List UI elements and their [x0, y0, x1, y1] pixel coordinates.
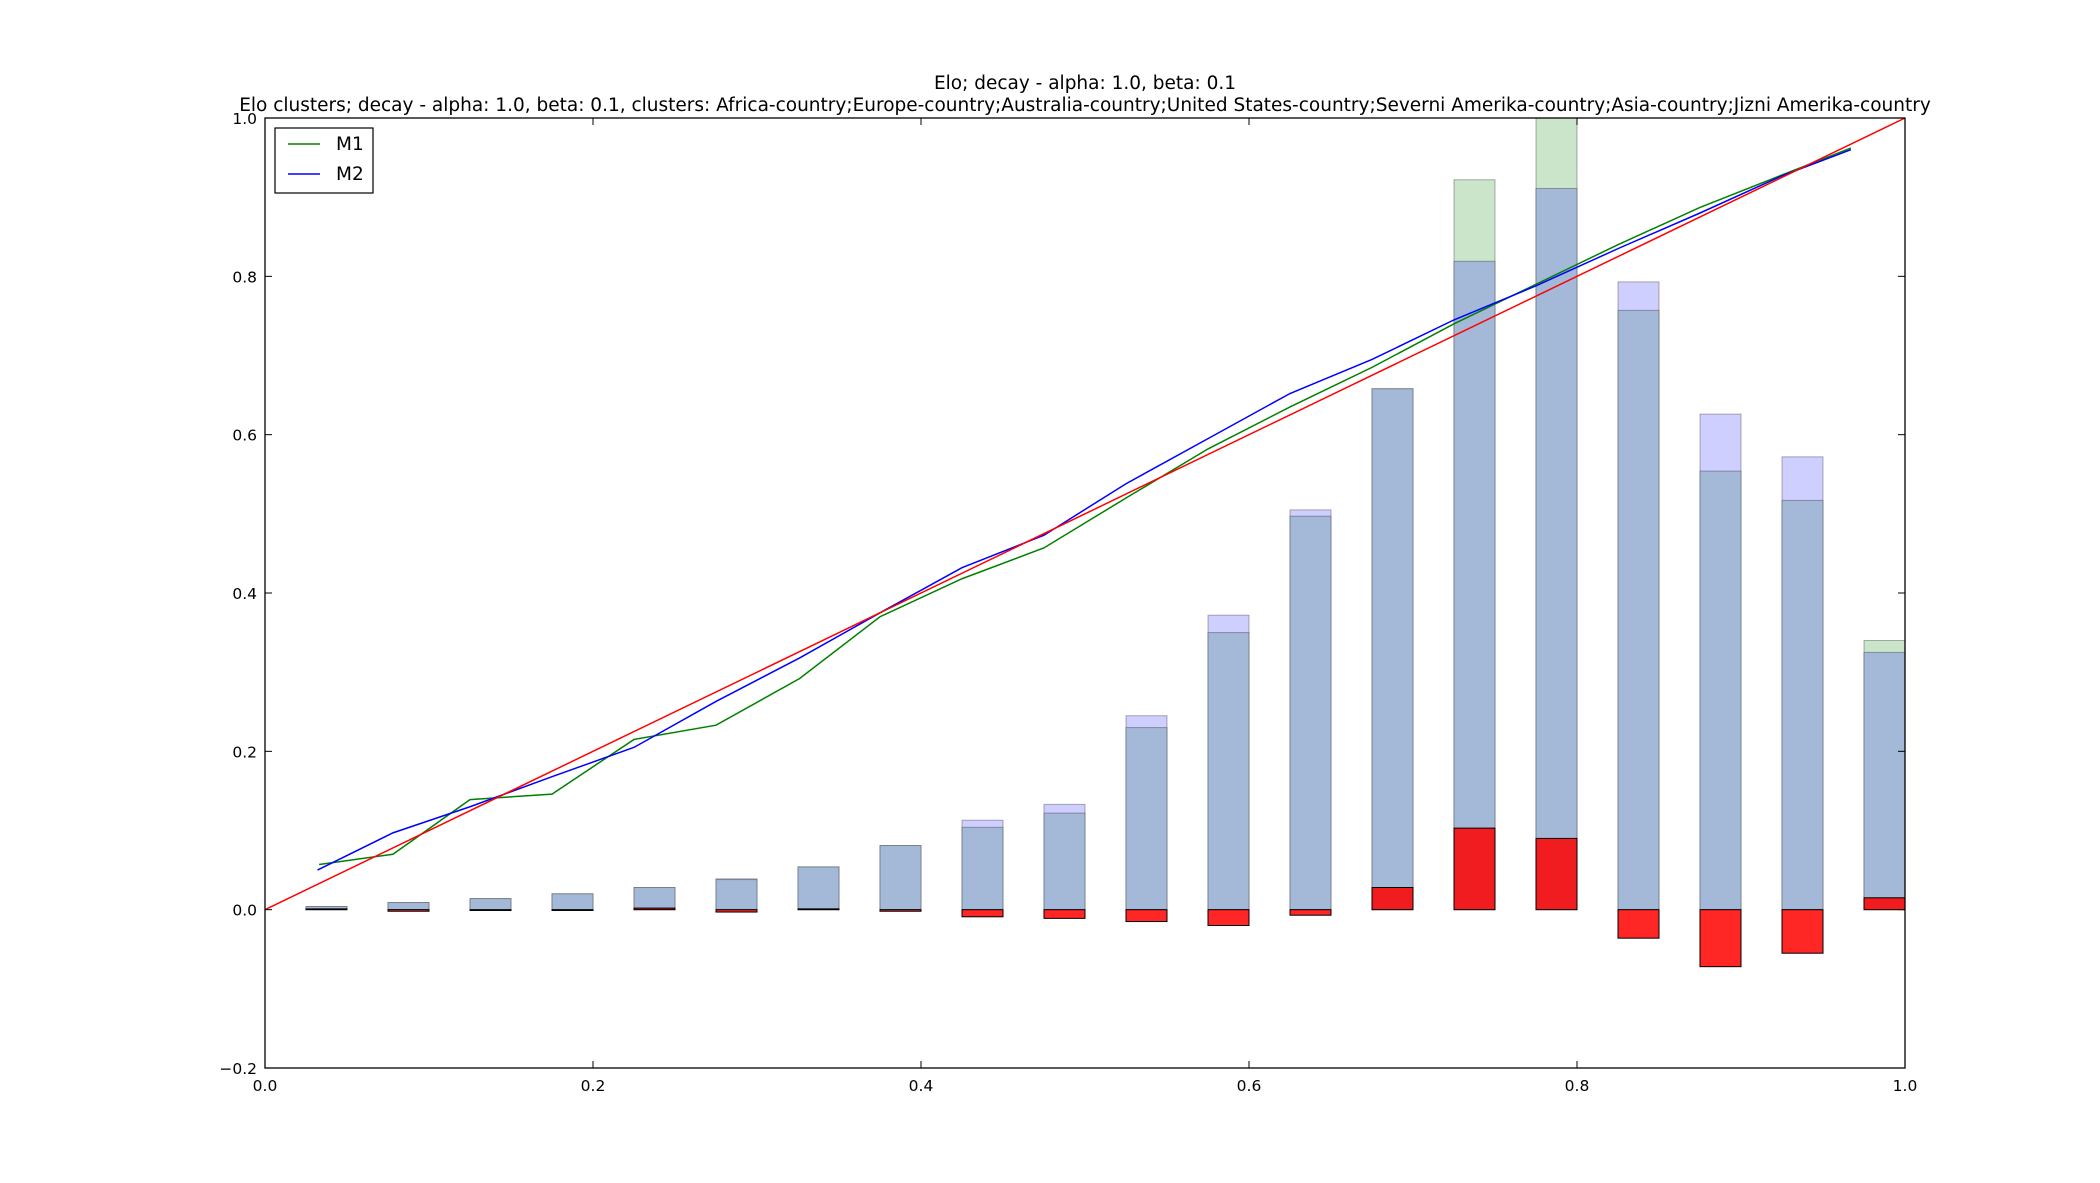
- histogram-bar-overlap: [797, 866, 840, 911]
- histogram-bar-overlap: [879, 845, 922, 911]
- difference-bar: [469, 909, 512, 911]
- histogram-bar-overlap: [387, 902, 430, 911]
- difference-bar: [1617, 909, 1660, 939]
- histogram-bar-overlap: [1289, 515, 1332, 911]
- diagonal-line: [264, 117, 1906, 911]
- histogram-bar-overlap: [1125, 727, 1168, 911]
- difference-bar: [1863, 897, 1906, 911]
- difference-bar: [797, 908, 840, 911]
- y-tick-label: 0.8: [232, 268, 257, 286]
- series-line-m1: [319, 147, 1852, 866]
- difference-bar: [1535, 837, 1578, 911]
- ticks-layer: 0.0 0.2 0.4 0.6 0.8 1.0−0.20.00.20.40.60.81.0: [219, 110, 1917, 1095]
- histogram-bar-overlap: [1371, 388, 1414, 911]
- x-tick-label: 0.6: [1237, 1077, 1262, 1095]
- y-tick-label: 0.6: [232, 427, 257, 445]
- legend-label-m1: M1: [336, 134, 364, 155]
- histogram-bar-overlap: [469, 898, 512, 911]
- histogram-bar-overlap: [1863, 651, 1906, 911]
- legend-label-m2: M2: [336, 164, 364, 185]
- bars-layer: [305, 117, 1906, 968]
- difference-bar: [961, 909, 1004, 918]
- y-tick-label: 0.0: [232, 902, 257, 920]
- histogram-bar-overlap: [1617, 309, 1660, 911]
- x-tick-label: 0.2: [581, 1077, 606, 1095]
- difference-bar: [1043, 909, 1086, 919]
- difference-bar: [633, 907, 676, 911]
- histogram-bar-overlap: [1535, 187, 1578, 911]
- x-tick-label: 0.8: [1565, 1077, 1590, 1095]
- legend: M1 M2: [274, 127, 374, 194]
- difference-bar: [1699, 909, 1742, 968]
- difference-bar: [879, 909, 922, 912]
- difference-bar: [551, 909, 594, 911]
- difference-bar: [1371, 887, 1414, 911]
- series-line-m2: [317, 148, 1852, 871]
- y-tick-label: 1.0: [232, 110, 257, 128]
- histogram-bar-overlap: [1207, 632, 1250, 911]
- difference-bar: [305, 908, 348, 911]
- histogram-bar-overlap: [551, 893, 594, 911]
- histogram-bar-overlap: [633, 887, 676, 911]
- y-tick-label: −0.2: [219, 1060, 257, 1078]
- x-tick-label: 0.4: [909, 1077, 934, 1095]
- chart-title: Elo; decay - alpha: 1.0, beta: 0.1: [934, 73, 1236, 94]
- difference-bar: [1781, 909, 1824, 954]
- lines-layer: [264, 117, 1906, 911]
- histogram-bar-overlap: [1043, 812, 1086, 911]
- histogram-bar-overlap: [1699, 470, 1742, 911]
- histogram-bar-overlap: [1781, 499, 1824, 911]
- histogram-bar-overlap: [961, 826, 1004, 911]
- difference-bar: [1453, 827, 1496, 911]
- y-tick-label: 0.4: [232, 585, 257, 603]
- y-tick-label: 0.2: [232, 743, 257, 761]
- difference-bar: [715, 909, 758, 913]
- difference-bar: [1207, 909, 1250, 927]
- difference-bar: [387, 909, 430, 912]
- histogram-bar-overlap: [1453, 260, 1496, 911]
- chart-subtitle: Elo clusters; decay - alpha: 1.0, beta: …: [239, 95, 1931, 116]
- difference-bar: [1125, 909, 1168, 923]
- legend-box: [274, 127, 374, 194]
- difference-bar: [1289, 909, 1332, 916]
- x-tick-label: 0.0: [253, 1077, 278, 1095]
- x-tick-label: 1.0: [1893, 1077, 1918, 1095]
- histogram-bar-overlap: [715, 879, 758, 911]
